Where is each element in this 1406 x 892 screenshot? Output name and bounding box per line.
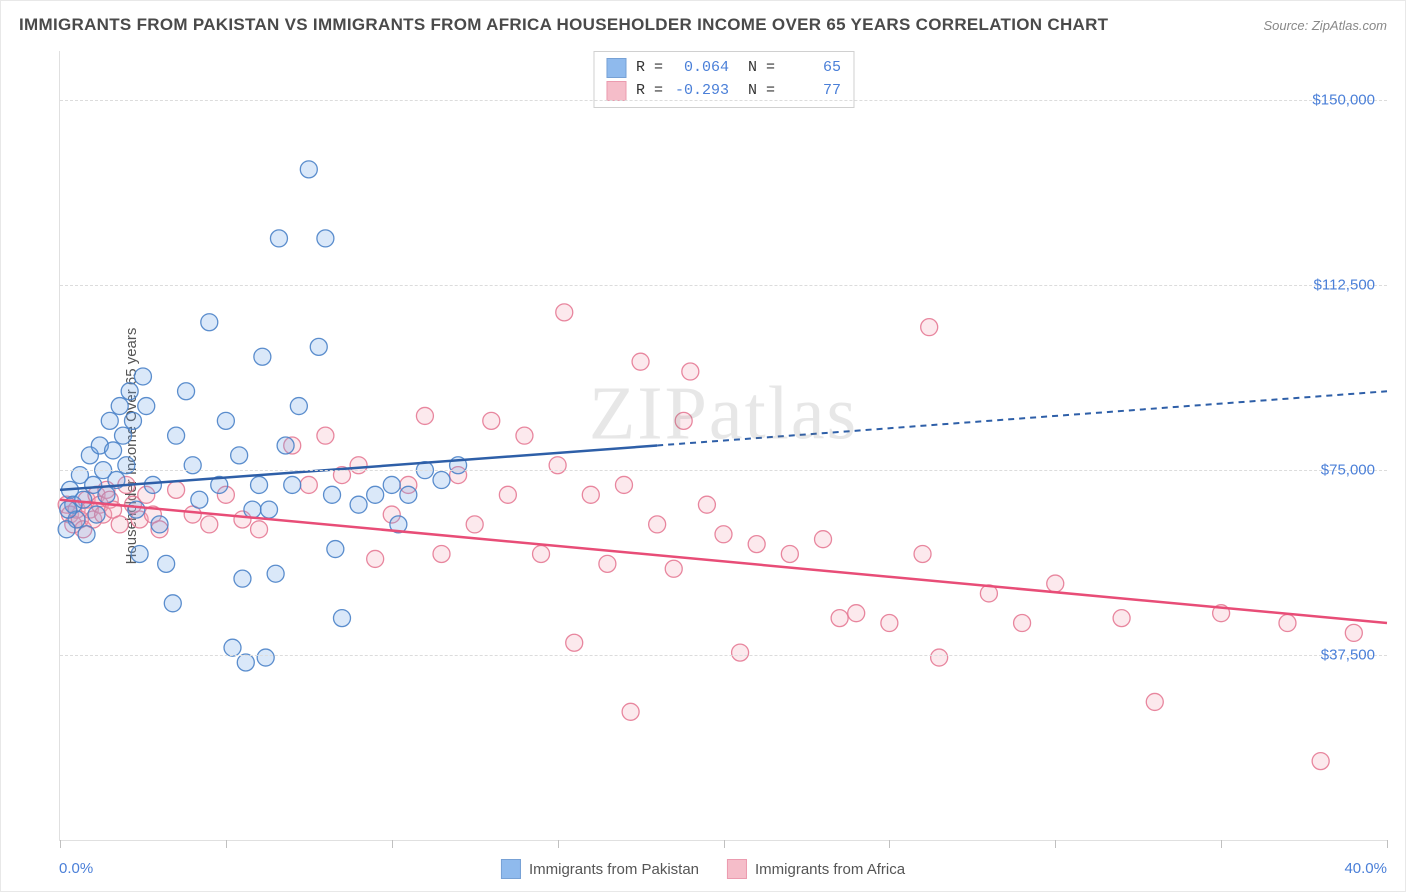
bottom-legend: Immigrants from Pakistan Immigrants from… xyxy=(501,859,905,879)
stats-swatch-africa xyxy=(606,81,626,101)
n-value-1: 65 xyxy=(785,57,841,80)
x-min-label: 0.0% xyxy=(59,860,93,877)
stats-swatch-pakistan xyxy=(606,58,626,78)
scatter-svg xyxy=(60,51,1387,840)
legend-swatch-pakistan xyxy=(501,859,521,879)
legend-swatch-africa xyxy=(727,859,747,879)
r-value-2: -0.293 xyxy=(673,80,729,103)
plot-area: ZIPatlas R = 0.064 N = 65 R = -0.293 N =… xyxy=(59,51,1387,841)
r-label-1: R = xyxy=(636,57,663,80)
chart-container: IMMIGRANTS FROM PAKISTAN VS IMMIGRANTS F… xyxy=(0,0,1406,892)
legend-item-africa: Immigrants from Africa xyxy=(727,859,905,879)
r-value-1: 0.064 xyxy=(673,57,729,80)
legend-item-pakistan: Immigrants from Pakistan xyxy=(501,859,699,879)
title-bar: IMMIGRANTS FROM PAKISTAN VS IMMIGRANTS F… xyxy=(1,1,1405,45)
n-label-2: N = xyxy=(739,80,775,103)
r-label-2: R = xyxy=(636,80,663,103)
legend-label-africa: Immigrants from Africa xyxy=(755,861,905,878)
legend-label-pakistan: Immigrants from Pakistan xyxy=(529,861,699,878)
source-label: Source: ZipAtlas.com xyxy=(1263,18,1387,33)
n-value-2: 77 xyxy=(785,80,841,103)
plot-background: ZIPatlas R = 0.064 N = 65 R = -0.293 N =… xyxy=(59,51,1387,841)
x-max-label: 40.0% xyxy=(1344,860,1387,877)
chart-title: IMMIGRANTS FROM PAKISTAN VS IMMIGRANTS F… xyxy=(19,15,1108,35)
stats-row-2: R = -0.293 N = 77 xyxy=(606,80,841,103)
n-label-1: N = xyxy=(739,57,775,80)
stats-row-1: R = 0.064 N = 65 xyxy=(606,57,841,80)
